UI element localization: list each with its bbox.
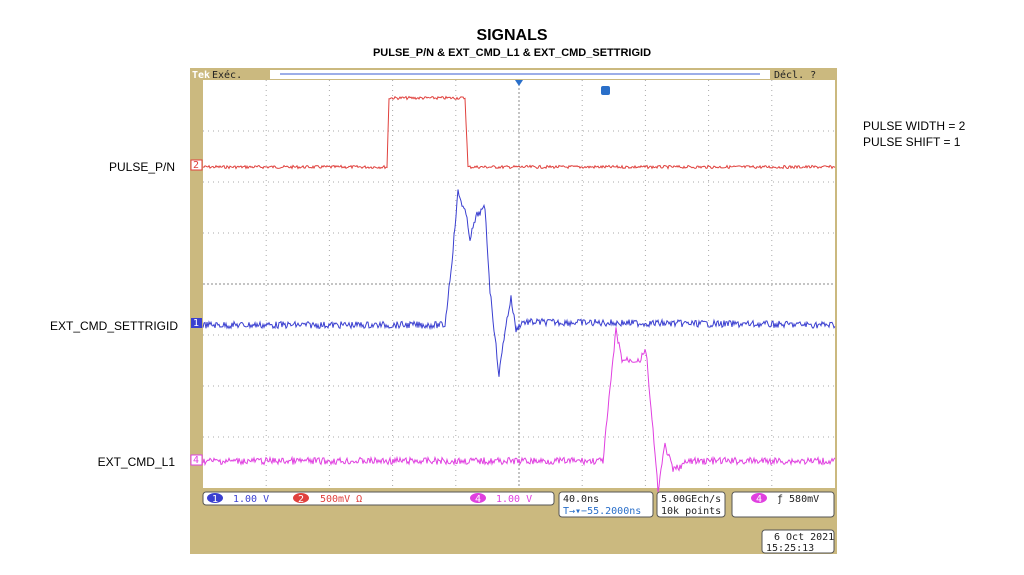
sample-rate: 5.00GEch/s	[661, 494, 721, 505]
mode: Exéc.	[212, 69, 242, 81]
grid	[203, 80, 835, 488]
ch-scale: 1.00 V	[233, 494, 269, 505]
record-length: 10k points	[661, 506, 721, 517]
trigger-marker	[601, 86, 610, 95]
waveform-ch1	[202, 189, 836, 377]
ch-id: 1	[212, 494, 218, 505]
note: PULSE SHIFT = 1	[863, 135, 961, 149]
ch-badge	[207, 493, 223, 503]
datetime-box	[761, 529, 835, 554]
ch-scale: 1.00 V	[496, 494, 532, 505]
timebase: 40.0ns	[563, 494, 599, 505]
delay: T→▾−55.2000ns	[563, 506, 641, 517]
ch-marker	[191, 318, 202, 328]
ch-marker-label: 4	[193, 455, 199, 466]
title: SIGNALS	[476, 27, 547, 44]
ch-marker	[190, 159, 203, 171]
date: 6 Oct 2021	[774, 532, 834, 543]
brand-bg	[190, 68, 212, 80]
signal-label: PULSE_P/N	[109, 160, 175, 174]
oscilloscope: Tek Exéc. Décl. ? 2 1 4 1 1.00 V 2 500mV…	[190, 68, 837, 554]
ch-marker-label: 1	[193, 318, 199, 329]
trigger-channel: 4	[756, 494, 762, 505]
subtitle: PULSE_P/N & EXT_CMD_L1 & EXT_CMD_SETTRIG…	[373, 47, 651, 59]
ch-marker-label: 2	[193, 160, 199, 171]
acq-box	[656, 491, 726, 518]
ch-id: 4	[475, 494, 481, 505]
ch-badge	[293, 493, 309, 503]
waveform-ch4	[202, 327, 836, 492]
ch-badge	[470, 493, 486, 503]
channel-box	[202, 491, 555, 506]
signal-label: EXT_CMD_SETTRIGID	[50, 319, 178, 333]
signal-label: EXT_CMD_L1	[98, 455, 176, 469]
time: 15:25:13	[766, 543, 814, 554]
ch-scale: 500mV Ω	[320, 494, 362, 505]
waveform-ch2	[202, 95, 836, 170]
ch-marker	[190, 454, 203, 466]
timebase-box	[558, 491, 654, 518]
trigger-level: ƒ 580mV	[777, 494, 819, 505]
note: PULSE WIDTH = 2	[863, 119, 966, 133]
trigger-pos	[515, 80, 523, 86]
ch-badge	[751, 493, 767, 503]
brand: Tek	[192, 70, 210, 81]
ch-id: 2	[298, 494, 304, 505]
trigger-state: Décl. ?	[774, 69, 816, 81]
